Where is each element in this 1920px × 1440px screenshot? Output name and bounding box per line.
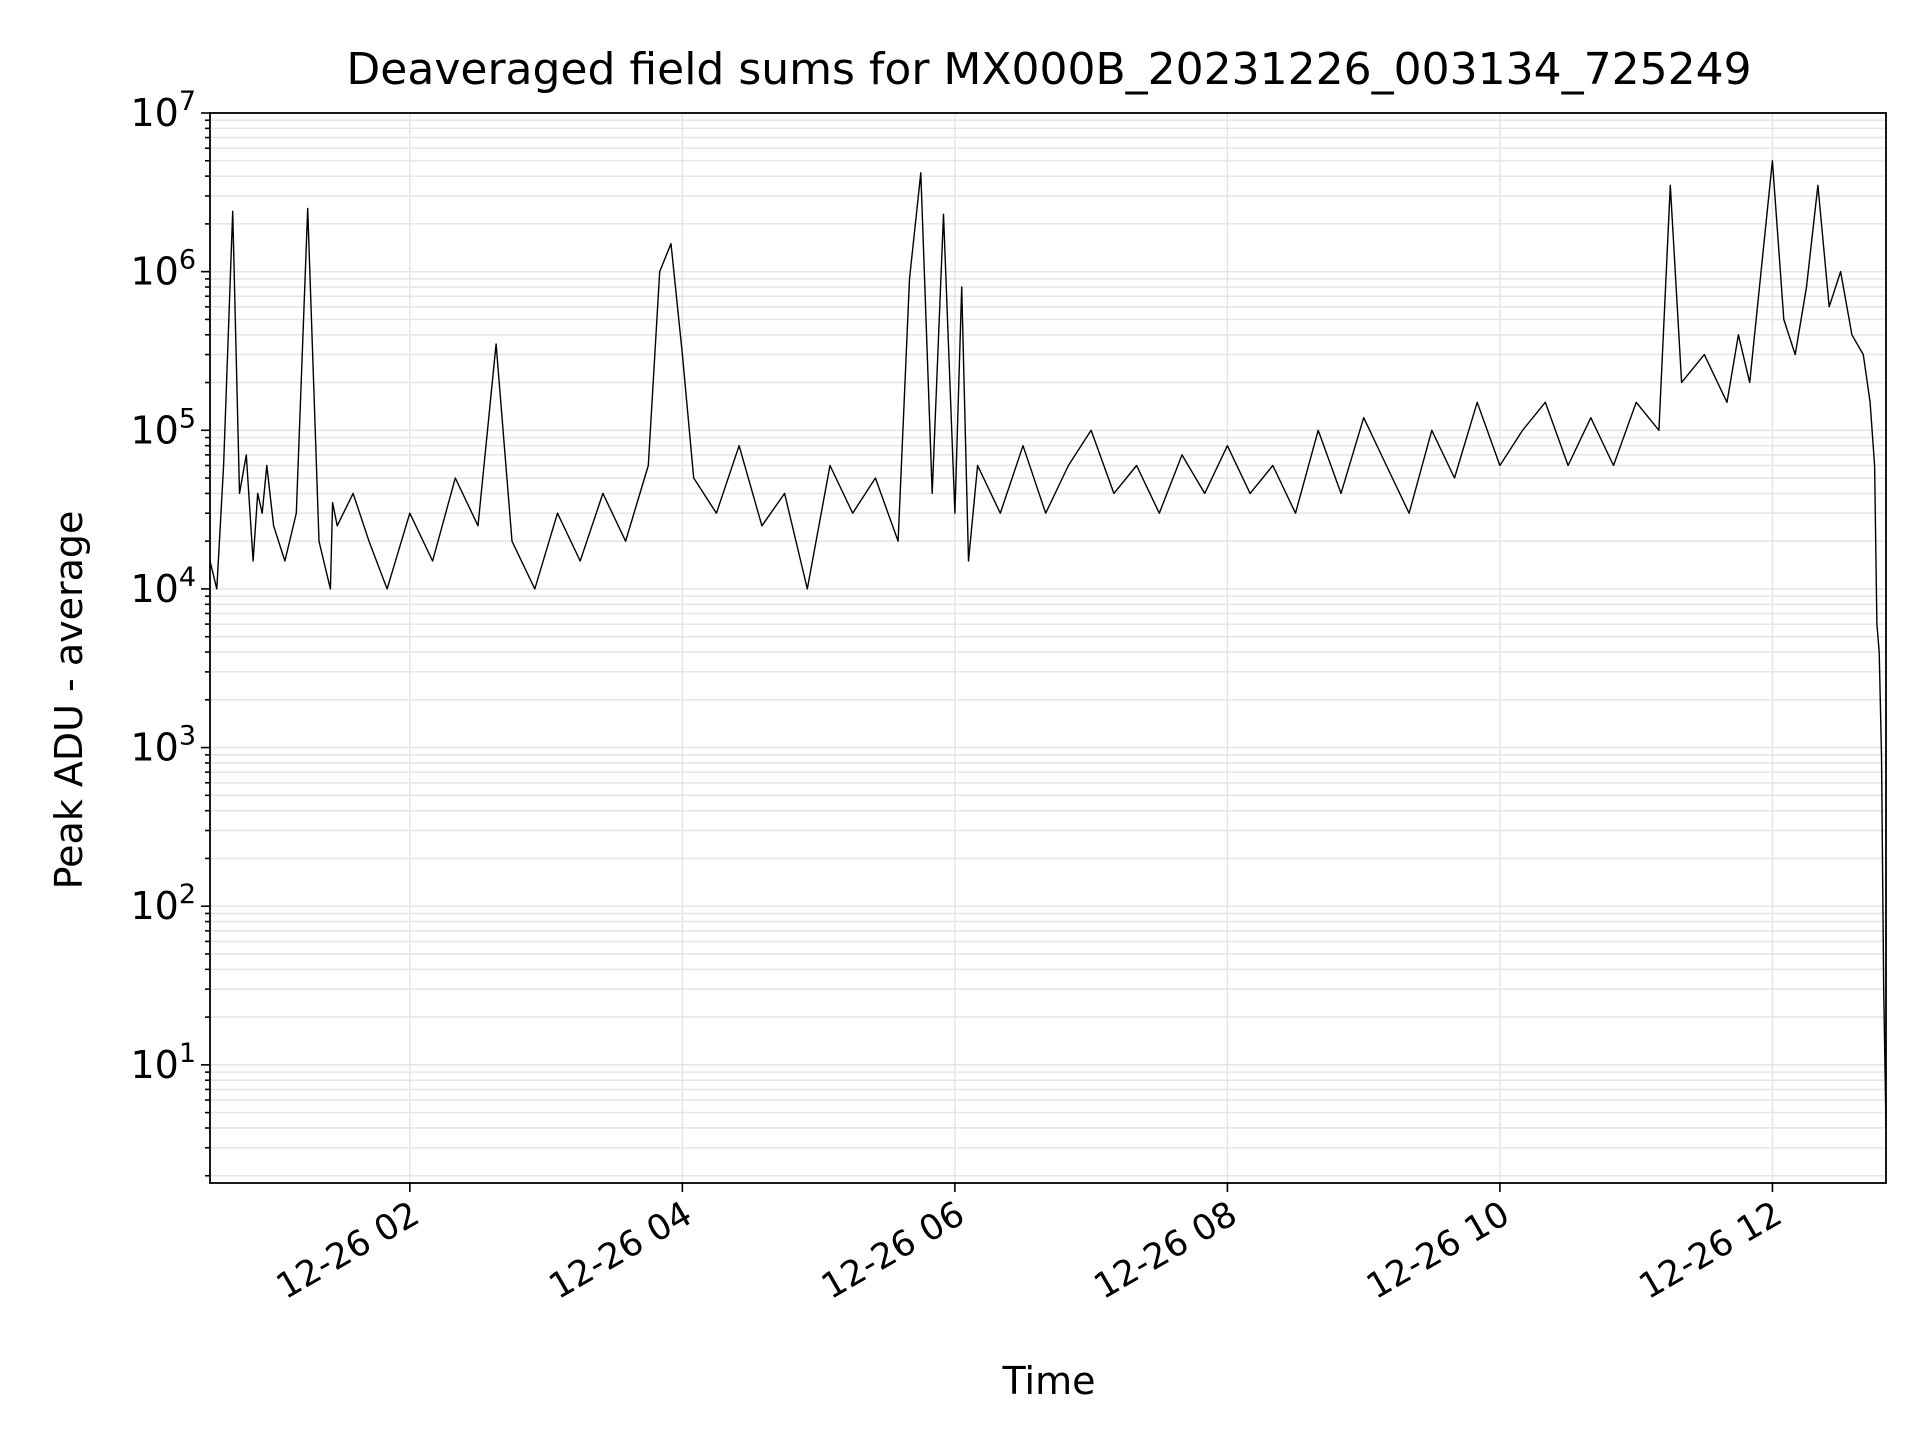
chart-title: Deaveraged field sums for MX000B_2023122… [346, 44, 1751, 95]
y-tick-label: 103 [130, 721, 196, 770]
series-layer [209, 160, 1887, 1129]
grid [210, 112, 1886, 1183]
y-tick-label: 105 [130, 403, 196, 452]
y-tick-label: 104 [130, 562, 196, 611]
y-tick-label: 107 [130, 86, 196, 135]
x-axis-label: Time [1002, 1359, 1096, 1403]
y-axis: 101 102 103 104 105 106 107 [130, 86, 210, 1177]
y-tick-label: 101 [130, 1038, 196, 1087]
y-axis-label: Peak ADU - average [47, 511, 91, 890]
plot-frame [209, 112, 1887, 1184]
y-tick-label: 106 [130, 245, 196, 294]
series-line-0 [209, 160, 1887, 1129]
y-tick-label: 102 [130, 879, 196, 928]
